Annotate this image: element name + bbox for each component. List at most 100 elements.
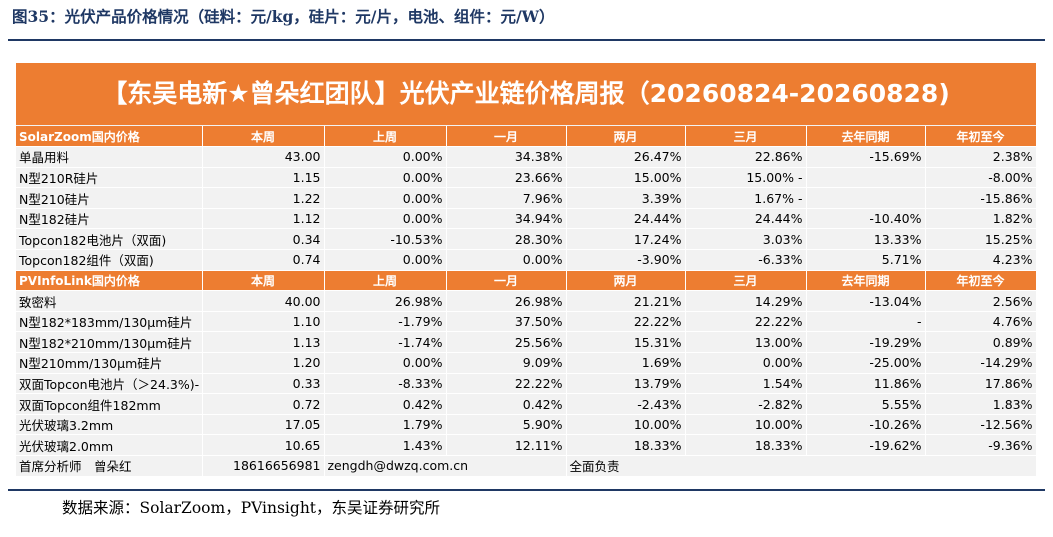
price-cell: 21.21% [566,290,686,312]
table-row: N型182硅片 1.12 0.00% 34.94% 24.44% 24.44% -10.40… [16,208,1037,230]
price-cell: 34.38% [446,146,567,168]
price-cell: -1.74% [324,331,447,354]
column-header: 年初至今 [925,126,1037,148]
price-cell: 0.00% [324,352,447,374]
price-cell: - [806,311,926,333]
price-cell: 24.44% [566,208,686,230]
price-cell: 0.00% [324,146,447,168]
price-cell: 5.71% [806,249,926,271]
price-cell: 10.00% [685,414,807,436]
price-cell: 25.56% [446,331,567,354]
price-cell: 13.00% [685,331,807,354]
price-cell: 0.00% [324,208,447,230]
price-cell: 1.10 [202,311,325,333]
price-cell: -14.29% [925,352,1037,374]
column-header: 上周 [324,126,447,148]
table-row: N型182*210mm/130μm硅片 1.13 -1.74% 25.56% 15.31… [16,331,1037,354]
price-cell: -10.40% [806,208,926,230]
product-name: Topcon182组件（双面) [16,249,203,271]
price-cell: 4.76% [925,311,1037,333]
price-cell: 5.90% [446,414,567,436]
column-header: 上周 [324,270,447,292]
table-row: N型182*183mm/130μm硅片 1.10 -1.79% 37.50% 22.22… [16,311,1037,333]
price-cell: -12.56% [925,414,1037,436]
bottom-divider [8,489,1045,491]
price-cell: -10.53% [324,228,447,251]
price-cell: 37.50% [446,311,567,333]
price-cell: 18.33% [566,434,686,456]
price-cell: -19.62% [806,434,926,456]
product-name: 光伏玻璃2.0mm [16,434,203,456]
column-header: 本周 [202,126,325,148]
column-header: 本周 [202,270,325,292]
price-cell: 22.86% [685,146,807,168]
price-cell: 11.86% [806,373,926,395]
price-table: SolarZoom国内价格 本周 上周 一月 两月 三月 去年同期 年初至今 单晶用料 43.00… [16,126,1037,477]
price-cell: 15.31% [566,331,686,354]
product-name: N型210硅片 [16,187,203,209]
price-cell [806,167,926,189]
table-row: 致密料 40.00 26.98% 26.98% 21.21% 14.29% -13.04% 2… [16,290,1037,312]
price-cell: -1.79% [324,311,447,333]
price-cell: 0.33 [202,373,325,395]
price-cell: 10.65 [202,434,325,456]
price-cell: -19.29% [806,331,926,354]
price-cell: 1.54% [685,373,807,395]
table-row: 单晶用料 43.00 0.00% 34.38% 26.47% 22.86% -15.69% 2… [16,146,1037,168]
price-cell: 2.38% [925,146,1037,168]
price-cell: 15.25% [925,228,1037,251]
price-cell: 1.20 [202,352,325,374]
title-divider [8,39,1045,41]
product-name: Topcon182电池片（双面) [16,228,203,251]
price-cell: 24.44% [685,208,807,230]
price-cell: 1.79% [324,414,447,436]
analyst-email: zengdh@dwzq.com.cn [324,455,567,477]
product-name: 致密料 [16,290,203,312]
price-cell: 1.82% [925,208,1037,230]
source-note: 数据来源：SolarZoom，PVinsight，东吴证券研究所 [62,499,441,517]
price-cell: 1.43% [324,434,447,456]
product-name: N型210mm/130μm硅片 [16,352,203,374]
price-cell: -13.04% [806,290,926,312]
price-cell: 5.55% [806,393,926,415]
product-name: 双面Topcon电池片（＞24.3%)- [16,373,203,395]
price-cell: 15.00% - [685,167,807,189]
price-cell: -8.00% [925,167,1037,189]
price-cell: 0.00% [446,249,567,271]
product-name: N型210R硅片 [16,167,203,189]
price-cell: 0.42% [324,393,447,415]
price-cell: 2.56% [925,290,1037,312]
price-cell: -8.33% [324,373,447,395]
price-cell: 18.33% [685,434,807,456]
table-row: 双面Topcon电池片（＞24.3%)- 0.33 -8.33% 22.22% 13.7… [16,373,1037,395]
price-cell: -10.26% [806,414,926,436]
price-cell: 1.12 [202,208,325,230]
price-cell: 28.30% [446,228,567,251]
price-cell [806,187,926,209]
price-cell: 10.00% [566,414,686,436]
analyst-phone: 18616656981 [202,455,325,477]
table-row: Topcon182组件（双面) 0.74 0.00% 0.00% -3.90% -6.33… [16,249,1037,271]
price-cell: 4.23% [925,249,1037,271]
price-cell: 1.69% [566,352,686,374]
column-header: 两月 [566,270,686,292]
price-cell: 14.29% [685,290,807,312]
price-cell: 13.79% [566,373,686,395]
price-cell: 1.22 [202,187,325,209]
section-header-row: SolarZoom国内价格 本周 上周 一月 两月 三月 去年同期 年初至今 [16,126,1037,148]
price-cell: 17.24% [566,228,686,251]
table-row: 光伏玻璃3.2mm 17.05 1.79% 5.90% 10.00% 10.00% -10.… [16,414,1037,436]
table-row: Topcon182电池片（双面) 0.34 -10.53% 28.30% 17.24% 3… [16,228,1037,251]
product-name: 光伏玻璃3.2mm [16,414,203,436]
product-name: N型182*210mm/130μm硅片 [16,331,203,354]
price-cell: 43.00 [202,146,325,168]
report-banner: 【东吴电新★曾朵红团队】光伏产业链价格周报（20260824-20260828) [16,63,1036,125]
price-cell: -9.36% [925,434,1037,456]
price-cell: -6.33% [685,249,807,271]
section-source-label: PVInfoLink国内价格 [16,270,203,292]
price-cell: -15.86% [925,187,1037,209]
price-cell: 3.39% [566,187,686,209]
analyst-role: 全面负责 [566,455,1037,477]
price-cell: 9.09% [446,352,567,374]
price-cell: -2.43% [566,393,686,415]
